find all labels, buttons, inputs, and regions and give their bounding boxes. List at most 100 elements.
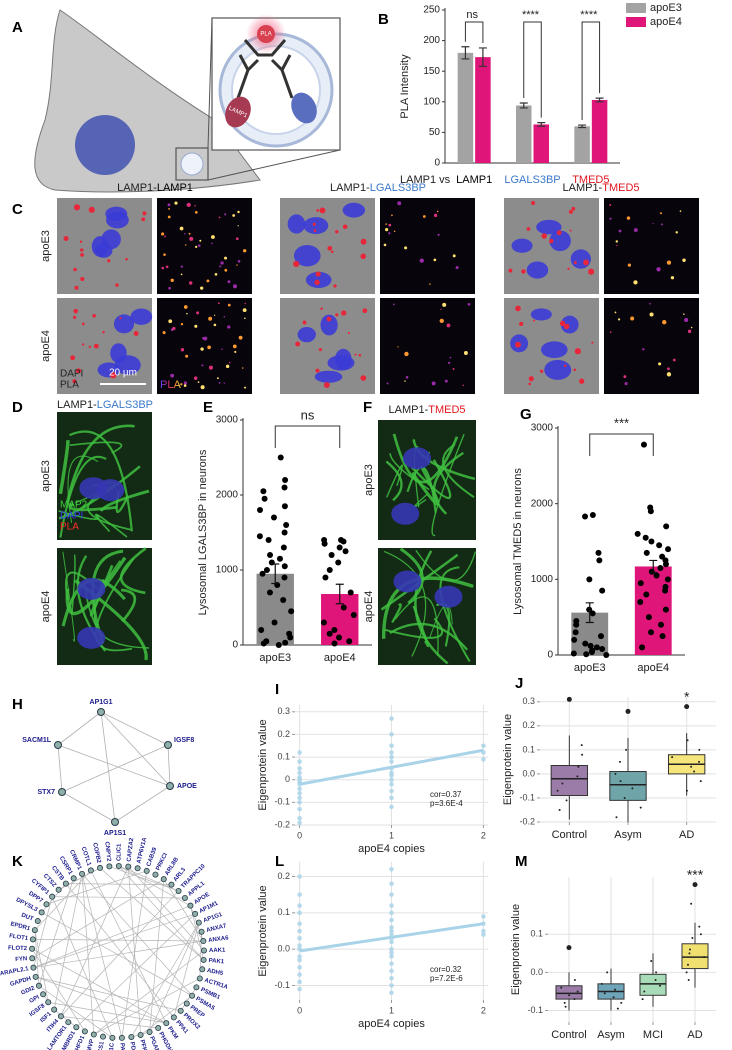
data-point [659, 984, 662, 987]
neurite [431, 433, 465, 537]
network-node [81, 1028, 88, 1035]
pla-dot [360, 253, 366, 259]
pla-dot [442, 302, 447, 307]
data-point [389, 804, 394, 810]
network-edge [60, 890, 179, 1017]
nucleus [560, 315, 579, 334]
bar [574, 126, 590, 163]
pla-dot [242, 367, 244, 369]
y-tick-label: 0 [434, 158, 440, 169]
network-node [51, 1006, 58, 1013]
lut-label: PLA [160, 379, 181, 391]
data-point [558, 808, 561, 811]
pla-dot [197, 381, 200, 384]
significance-label: *** [614, 415, 629, 430]
pla-dot [526, 227, 531, 231]
data-point [606, 971, 609, 974]
pla-dot [521, 269, 526, 274]
pla-dot [88, 345, 92, 349]
neurite [120, 588, 137, 623]
data-point [648, 629, 655, 636]
data-point [614, 988, 617, 991]
nucleus [293, 244, 321, 267]
pla-dot [141, 217, 146, 222]
data-point [282, 477, 289, 483]
pla-dot [467, 303, 471, 306]
pla-dot [73, 267, 77, 272]
network-edge [53, 873, 83, 1010]
pla-dot [633, 228, 638, 232]
data-point [260, 488, 267, 495]
node-label: MVP [86, 1039, 95, 1050]
network-node [143, 867, 150, 874]
pla-dot [573, 261, 577, 265]
row-label: apoE4 [363, 591, 375, 623]
pla-dot [549, 238, 554, 244]
title-prefix: LAMP1- [117, 182, 157, 194]
pla-dot [567, 267, 570, 271]
legend-swatch [626, 17, 646, 27]
network-node [31, 927, 38, 934]
panel-letter: H [12, 696, 23, 713]
box [609, 771, 647, 801]
data-point [297, 806, 302, 812]
nucleus [434, 585, 463, 608]
y-tick-label: -0.1 [527, 1005, 543, 1015]
pla-dot [200, 347, 204, 351]
pla-dot [433, 258, 437, 262]
network-edge [118, 865, 204, 961]
data-point [297, 979, 302, 985]
pla-dot [79, 240, 83, 243]
data-point [297, 943, 302, 948]
node-label: FLOT2 [8, 945, 28, 952]
data-point [389, 910, 394, 916]
network-node [109, 1034, 116, 1041]
pla-dot [232, 344, 237, 349]
pla-dot [197, 244, 201, 247]
network-node [106, 863, 113, 870]
data-point [481, 914, 486, 919]
pla-dot [446, 323, 451, 328]
network-node [57, 1013, 64, 1020]
data-point [616, 1007, 619, 1010]
data-point [603, 652, 610, 658]
pla-dot [683, 313, 685, 315]
network-node [183, 1000, 190, 1007]
pla-dot [217, 302, 220, 305]
data-point [260, 640, 267, 647]
data-point [685, 971, 688, 974]
y-tick-label: 0.1 [530, 929, 543, 939]
pla-dot [323, 382, 330, 388]
network-node [137, 1031, 144, 1038]
network-node [155, 1025, 162, 1032]
data-point [586, 576, 593, 583]
pla-dot [633, 280, 638, 285]
pla-dot [439, 318, 444, 324]
network-edge [149, 922, 200, 1033]
bar [533, 124, 549, 163]
neurite [59, 455, 107, 538]
error-bar [585, 602, 594, 624]
network-node [43, 901, 50, 908]
neurite [412, 605, 430, 648]
pla-dot [234, 350, 237, 354]
pla-dot [660, 223, 663, 226]
data-point [326, 630, 333, 637]
data-point [625, 748, 628, 751]
pla-dot [228, 361, 231, 364]
pla-dot [326, 316, 332, 322]
pla-dot [208, 316, 213, 321]
data-point [331, 627, 338, 633]
pla-dot [335, 313, 339, 317]
pla-dot [331, 250, 334, 254]
data-point [389, 743, 394, 749]
node-label: PACSIN2 [119, 1043, 126, 1050]
data-point [662, 561, 669, 568]
pla-dot [107, 259, 111, 263]
data-point [389, 968, 394, 974]
outlier [625, 708, 631, 714]
network-node [55, 886, 62, 893]
network-node [115, 863, 122, 870]
outlier [684, 704, 690, 710]
data-point [297, 928, 302, 934]
